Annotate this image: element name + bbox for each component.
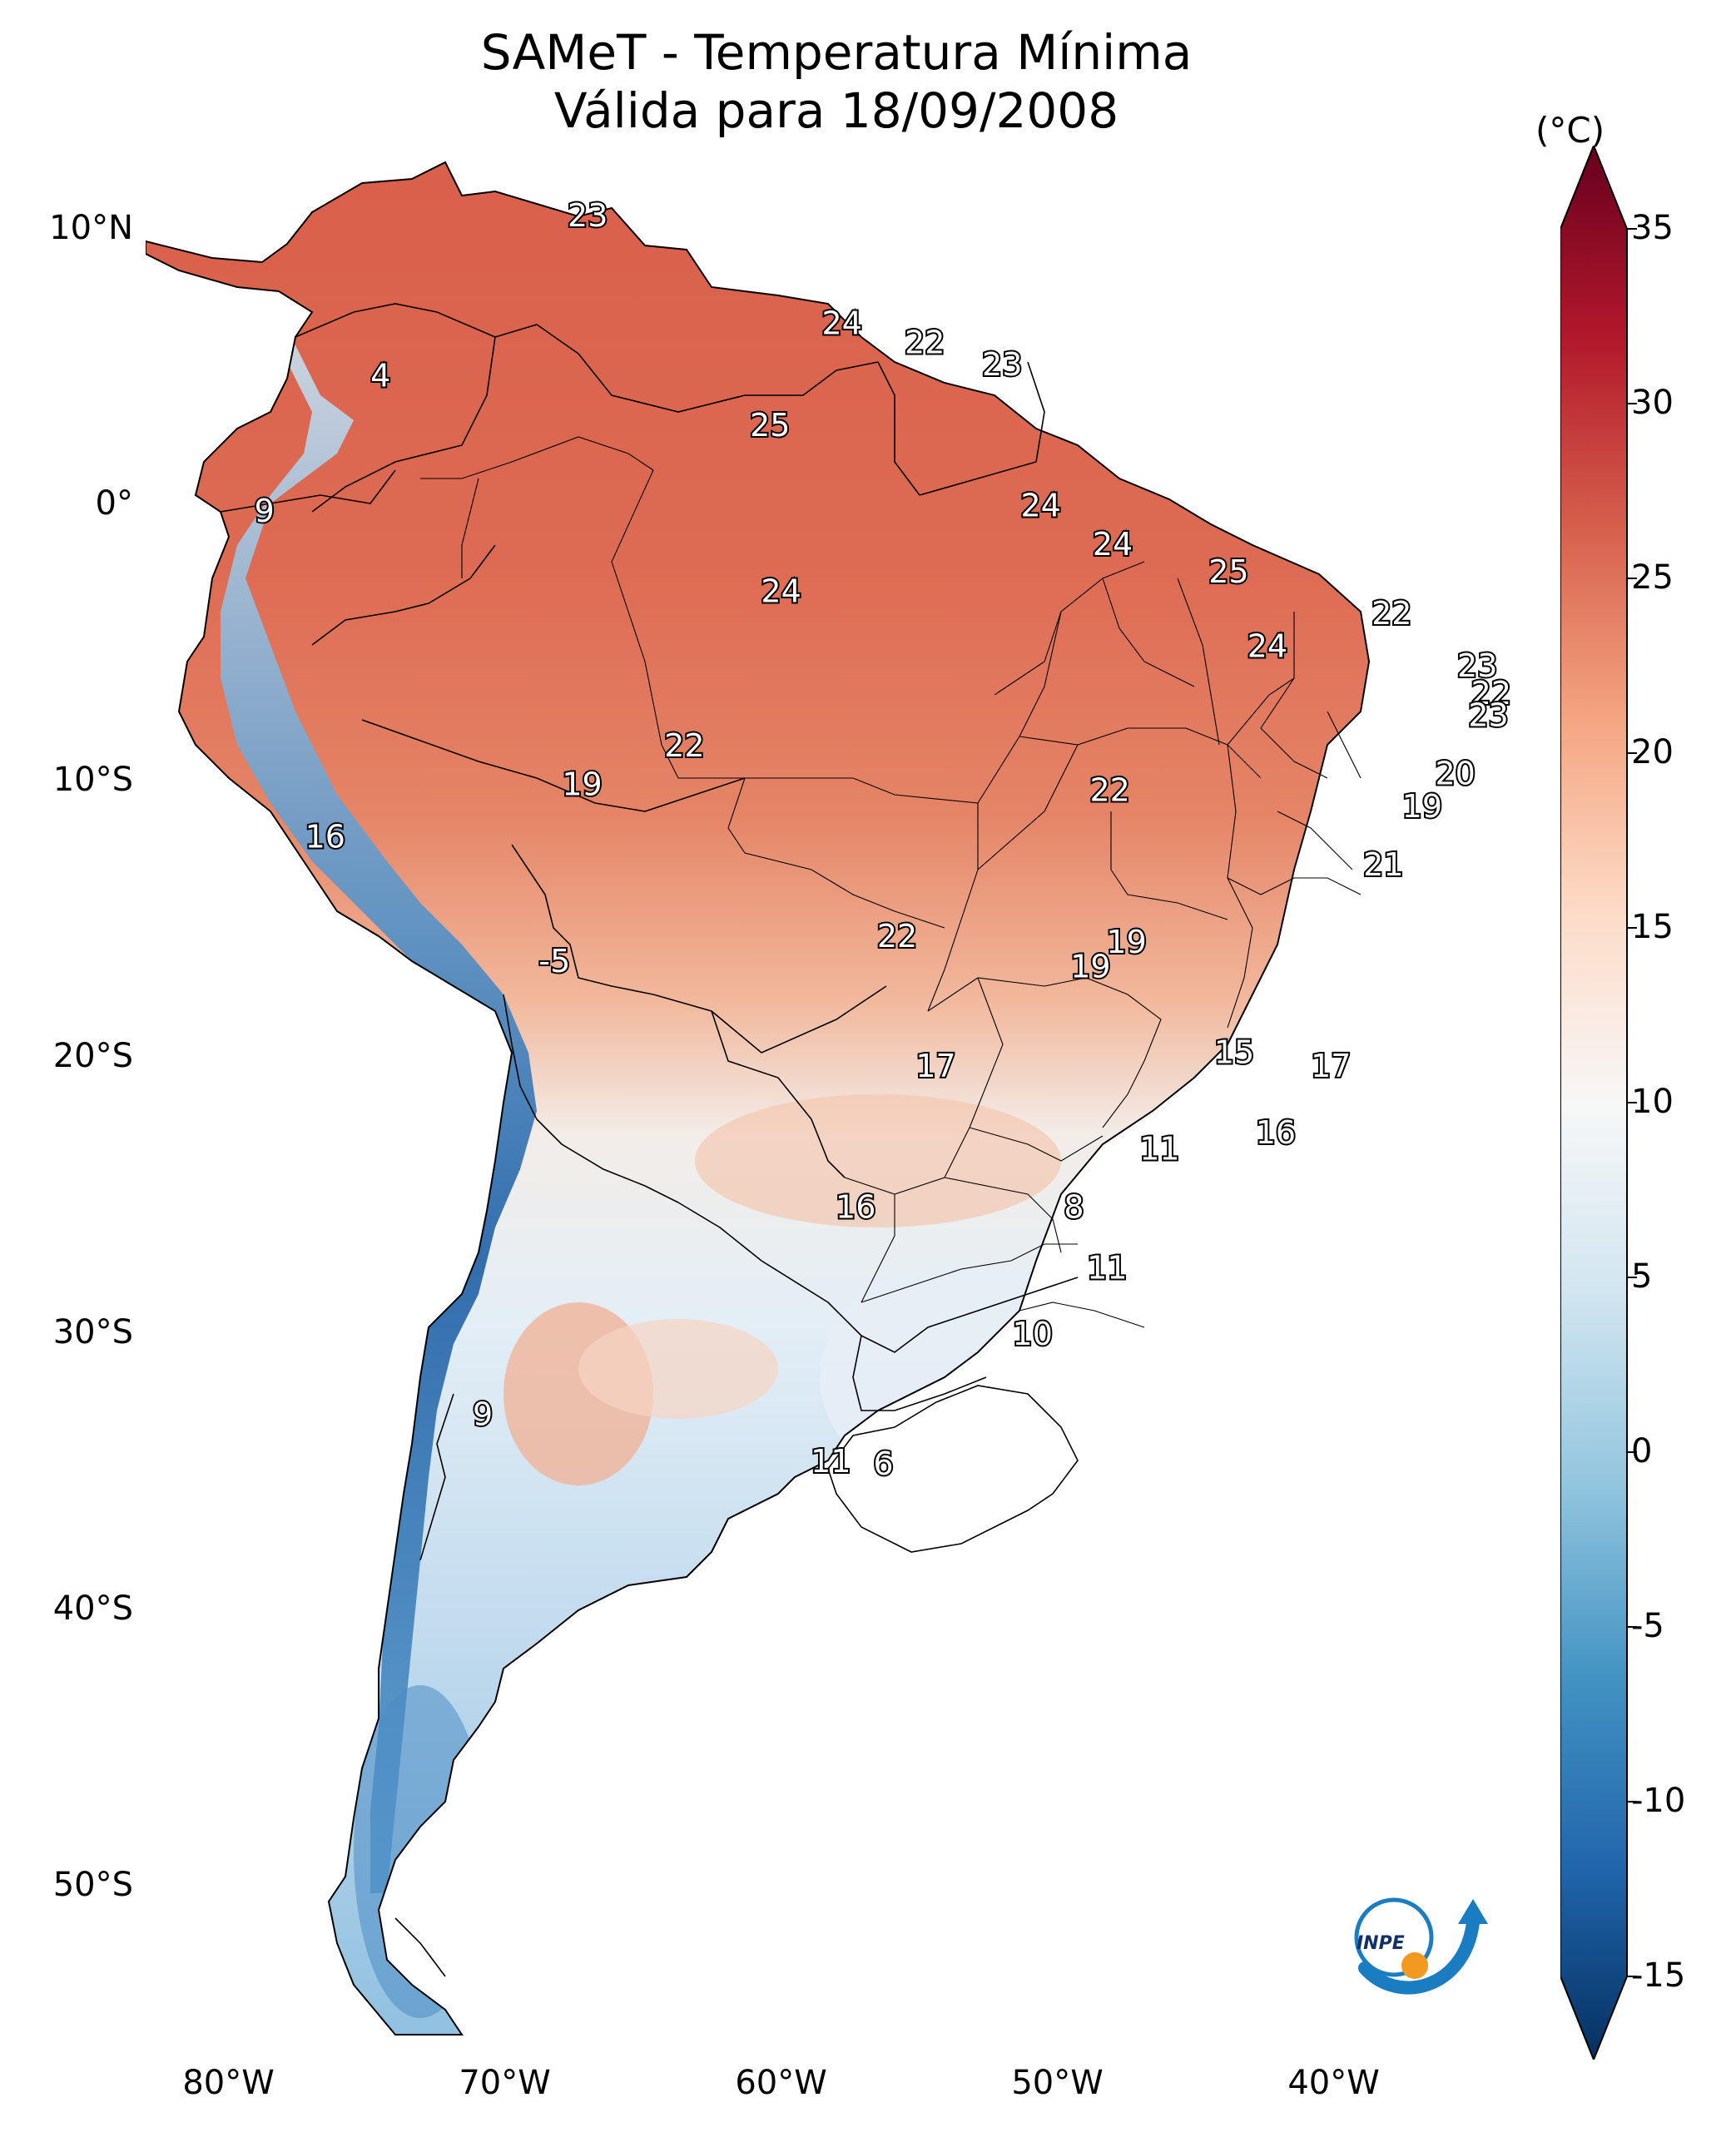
station-temperature-label: 24 — [761, 573, 801, 609]
map-title: SAMeT - Temperatura Mínima — [480, 24, 1193, 81]
longitude-tick-label: 80°W — [182, 2064, 275, 2102]
station-temperature-label: 17 — [1311, 1048, 1351, 1084]
longitude-tick-label: 50°W — [1011, 2064, 1104, 2102]
colorbar-unit: (°C) — [1535, 110, 1605, 151]
colorbar-tick-label: 35 — [1631, 209, 1674, 247]
latitude-tick-label: 20°S — [52, 1037, 133, 1076]
longitude-tick-label: 70°W — [459, 2064, 551, 2102]
latitude-tick-label: 10°S — [52, 761, 133, 800]
colorbar-tick-label: -15 — [1631, 1956, 1686, 1995]
station-temperature-label: -5 — [538, 943, 570, 979]
station-temperature-label: 8 — [1064, 1188, 1084, 1225]
station-temperature-label: 19 — [1402, 788, 1442, 825]
colorbar-tick-label: 5 — [1631, 1257, 1653, 1296]
station-temperature-label: 19 — [1070, 949, 1110, 985]
latitude-tick-label: 0° — [95, 484, 133, 523]
country-borders — [220, 303, 1079, 1977]
inpe-logo-text: INPE — [1357, 1933, 1405, 1954]
station-temperature-label: 17 — [915, 1048, 955, 1084]
station-temperature-label: 6 — [873, 1445, 893, 1482]
station-temperature-label: 20 — [1436, 755, 1476, 791]
station-temperature-label: 25 — [750, 407, 790, 444]
station-temperature-label: 24 — [1093, 526, 1133, 563]
station-temperature-label: 21 — [1363, 846, 1403, 883]
station-temperature-label: 22 — [877, 918, 917, 955]
latitude-tick-label: 30°S — [52, 1313, 133, 1352]
station-temperature-label: 11 — [1087, 1249, 1127, 1286]
station-temperature-label: 23 — [1457, 647, 1497, 684]
station-temperature-label: 11 — [811, 1443, 851, 1480]
latitude-tick-label: 10°N — [49, 208, 133, 247]
station-temperature-label: 22 — [905, 325, 945, 361]
station-temperature-label: 24 — [821, 305, 861, 341]
colorbar-tick-label: -5 — [1631, 1607, 1664, 1645]
state-borders — [420, 436, 1362, 1328]
station-temperature-label: 22 — [1471, 675, 1511, 712]
station-temperature-label: 19 — [562, 766, 602, 803]
station-temperature-label: 25 — [1208, 553, 1248, 590]
station-temperature-label: 9 — [255, 493, 275, 529]
colorbar-tick-label: 0 — [1631, 1432, 1653, 1470]
station-temperature-label: 22 — [664, 727, 704, 764]
colorbar-tick-label: 25 — [1631, 558, 1674, 597]
station-temperature-label: 15 — [1214, 1034, 1254, 1071]
inpe-logo: INPE — [1354, 1897, 1488, 1995]
colorbar-tick-label: 10 — [1631, 1083, 1674, 1121]
colorbar-tick-label: -10 — [1631, 1782, 1686, 1820]
station-temperature-label: 10 — [1013, 1316, 1053, 1352]
station-temperature-label: 22 — [1371, 595, 1411, 632]
station-temperature-label: 23 — [982, 346, 1022, 383]
station-temperature-label: 22 — [1090, 771, 1130, 808]
colorbar-tick-label: 15 — [1631, 908, 1674, 946]
station-temperature-label: 24 — [1021, 487, 1061, 523]
station-temperature-label: 9 — [473, 1396, 493, 1432]
map-subtitle: Válida para 18/09/2008 — [553, 82, 1119, 139]
station-temperature-label: 16 — [836, 1188, 875, 1225]
colorbar-tick-label: 20 — [1631, 733, 1674, 771]
station-temperature-label: 16 — [305, 819, 345, 855]
colorbar — [1560, 146, 1637, 2060]
station-temperature-label: 11 — [1139, 1131, 1179, 1168]
station-temperature-label: 4 — [370, 357, 390, 394]
longitude-tick-label: 60°W — [735, 2064, 827, 2102]
latitude-tick-label: 50°S — [52, 1865, 133, 1904]
station-temperature-label: 23 — [1468, 697, 1508, 734]
station-temperature-label: 19 — [1106, 924, 1146, 960]
colorbar-tick-label: 30 — [1631, 384, 1674, 422]
station-temperature-label: 24 — [1247, 628, 1287, 665]
latitude-tick-label: 40°S — [52, 1589, 133, 1628]
station-temperature-label: 16 — [1256, 1114, 1296, 1151]
longitude-tick-label: 40°W — [1287, 2064, 1380, 2102]
station-temperature-label: 23 — [568, 197, 608, 234]
